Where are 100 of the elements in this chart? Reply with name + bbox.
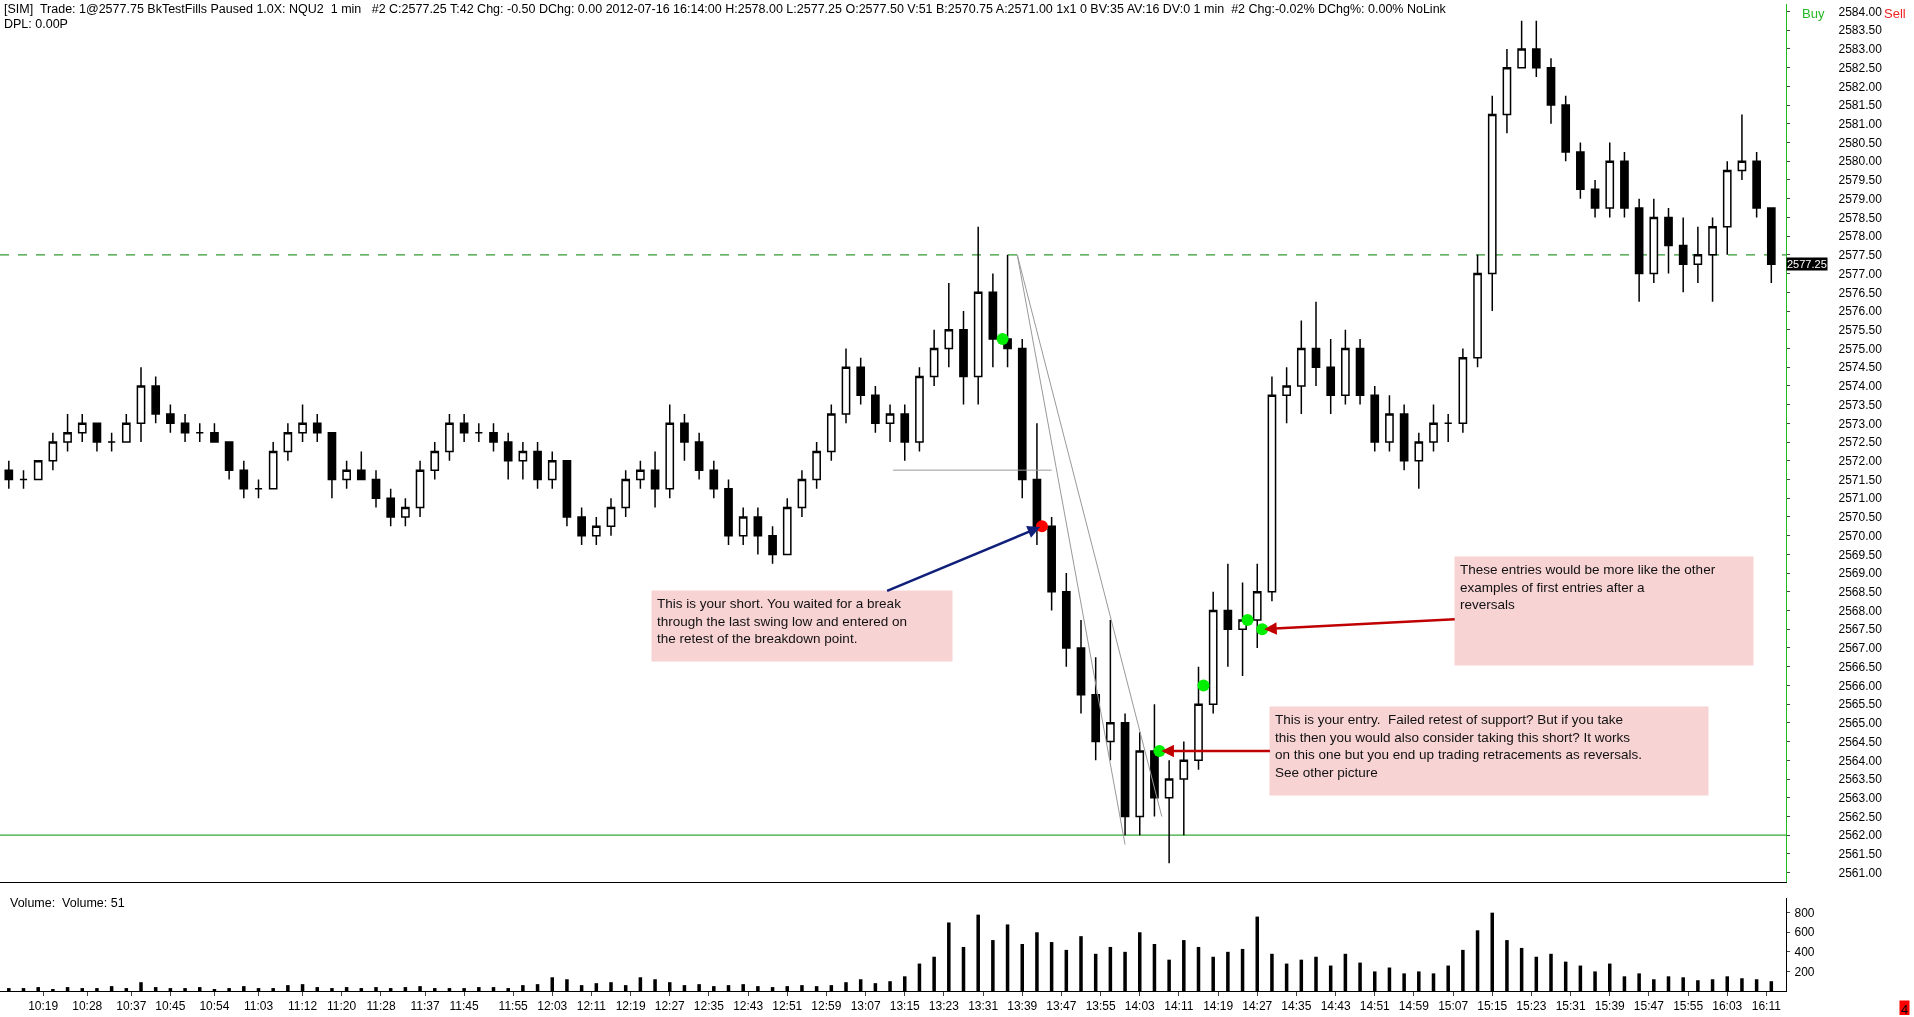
x-tick-label: 15:23 [1516,999,1547,1014]
y-tick-label: 2565.00 [1838,716,1883,731]
x-tick-label: 16:11 [1751,999,1782,1014]
x-tick-label: 12:11 [576,999,607,1014]
y-tick-label: 2571.50 [1838,472,1883,487]
y-tick-label: 2576.50 [1838,285,1883,300]
x-tick-label: 12:03 [537,999,568,1014]
y-tick-label: 2582.50 [1838,60,1883,75]
y-tick-label: 2581.50 [1838,98,1883,113]
y-tick-label: 2563.50 [1838,772,1883,787]
x-tick-label: 14:11 [1164,999,1194,1014]
annotation: These entries would be more like the other examples of first entries after a reversals [1460,562,1716,613]
x-tick-label: 10:54 [199,999,230,1014]
x-tick-label: 15:47 [1633,999,1665,1014]
y-tick-label: 2583.00 [1838,42,1883,57]
x-tick-label: 10:45 [155,999,186,1014]
y-tick-label: 2578.00 [1838,229,1883,244]
x-tick-label: 12:35 [693,999,725,1014]
x-tick-label: 10:19 [28,999,59,1014]
x-tick-label: 13:55 [1085,999,1117,1014]
x-tick-label: 15:07 [1438,999,1469,1014]
x-tick-label: 14:51 [1359,999,1391,1014]
annotation: This is your entry. Failed retest of support? But if you take this then you would also consider taking this short? It works on this one but you end up trading retracements as reversals. See other picture [1275,712,1642,780]
y-tick-label: 2584.00 [1838,4,1883,19]
x-tick-label: 12:43 [733,999,764,1014]
x-tick-label: 15:39 [1594,999,1626,1014]
text: Sell [1884,6,1906,21]
y-tick-label: 2572.00 [1838,453,1883,468]
x-tick-label: 12:59 [811,999,842,1014]
x-tick-label: 11:28 [366,999,396,1014]
x-tick-label: 10:37 [116,999,147,1014]
y-tick-label: 2569.00 [1838,566,1883,581]
y-tick-label: 2580.50 [1838,135,1883,150]
x-tick-label: 13:47 [1046,999,1077,1014]
y-tick-label: 2567.00 [1838,641,1883,656]
y-tick-label: 2573.00 [1838,416,1883,431]
y-tick-label: 200 [1794,964,1815,979]
x-tick-label: 13:39 [1007,999,1038,1014]
x-tick-label: 14:35 [1281,999,1312,1014]
y-tick-label: 2561.00 [1838,865,1883,880]
x-tick-label: 12:27 [654,999,686,1014]
annotation: This is your short. You waited for a break through the last swing low and entered on the retest of the breakdown point. [657,596,907,647]
y-tick-label: 2570.00 [1838,528,1883,543]
x-tick-label: 11:20 [327,999,357,1014]
y-tick-label: 2566.00 [1838,678,1883,693]
y-tick-label: 400 [1794,945,1815,960]
x-tick-label: 11:03 [243,999,274,1014]
y-tick-label: 2561.50 [1838,847,1883,862]
y-tick-label: 2562.50 [1838,809,1883,824]
y-tick-label: 2574.00 [1838,379,1883,394]
y-tick-label: 2576.00 [1838,304,1883,319]
y-tick-label: 2564.50 [1838,734,1883,749]
x-tick-label: 13:07 [850,999,882,1014]
x-tick-label: 14:27 [1242,999,1273,1014]
y-tick-label: 2582.00 [1838,79,1883,94]
x-tick-label: 12:19 [615,999,647,1014]
x-tick-label: 13:31 [968,999,999,1014]
x-tick-label: 14:43 [1320,999,1352,1014]
x-tick-label: 11:45 [449,999,480,1014]
y-tick-label: 2577.50 [1838,248,1883,263]
x-tick-label: 11:55 [498,999,529,1014]
text: DPL: 0.00P [4,17,68,31]
y-tick-label: 2568.00 [1838,603,1883,618]
x-tick-label: 15:31 [1555,999,1587,1014]
y-tick-label: 2562.00 [1838,828,1883,843]
y-tick-label: 2572.50 [1838,435,1883,450]
y-tick-label: 2570.50 [1838,510,1883,525]
y-tick-label: 2564.00 [1838,753,1883,768]
x-tick-label: 15:55 [1673,999,1704,1014]
y-tick-label: 2565.50 [1838,697,1883,712]
x-tick-label: 16:03 [1712,999,1743,1014]
text: 2577.25 [1787,258,1827,270]
x-tick-label: 13:23 [928,999,960,1014]
y-tick-label: 2566.50 [1838,659,1883,674]
x-tick-label: 10:28 [72,999,103,1014]
x-tick-label: 14:03 [1124,999,1156,1014]
y-tick-label: 2578.50 [1838,210,1883,225]
y-tick-label: 2579.50 [1838,173,1883,188]
text: Buy [1802,6,1825,21]
x-tick-label: 15:15 [1477,999,1508,1014]
x-tick-label: 12:51 [772,999,803,1014]
y-tick-label: 2583.50 [1838,23,1883,38]
y-tick-label: 2577.00 [1838,266,1883,281]
y-tick-label: 2568.50 [1838,585,1883,600]
chart-title: Volume: Volume: 51 [10,896,125,911]
chart-title: [SIM] Trade: 1@2577.75 BkTestFills Paused 1.0X: NQU2 1 min #2 C:2577.25 T:42 Chg: -0.50 DChg: 0.00 2012-07-16 16:14:00 H:2578.00 L:2577.25 O:2577.50 V:51 B:2570.75 A:2571.00 1x1 0 BV:35 AV:16 DV:0 1 min #2 Chg:-0.02% DChg%: 0.00% NoLink [4,2,1446,16]
y-tick-label: 2563.00 [1838,790,1883,805]
y-tick-label: 2567.50 [1838,622,1883,637]
y-tick-label: 2575.00 [1838,341,1883,356]
x-tick-label: 13:15 [889,999,921,1014]
y-tick-label: 2571.00 [1838,491,1883,506]
y-tick-label: 2579.00 [1838,191,1883,206]
x-tick-label: 11:12 [287,999,318,1014]
y-tick-label: 800 [1794,905,1815,920]
x-tick-label: 11:37 [410,999,440,1014]
y-tick-label: 2580.00 [1838,154,1883,169]
text: 4 [1901,1002,1909,1017]
y-tick-label: 2575.50 [1838,322,1883,337]
y-tick-label: 2569.50 [1838,547,1883,562]
y-tick-label: 600 [1794,925,1815,940]
